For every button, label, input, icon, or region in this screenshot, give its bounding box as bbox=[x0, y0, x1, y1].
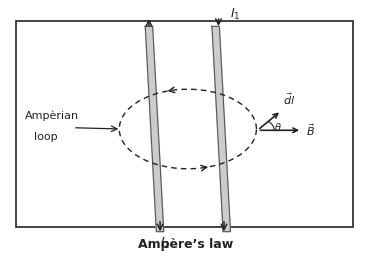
Text: Ampèrian: Ampèrian bbox=[25, 111, 79, 122]
Text: Ampère’s law: Ampère’s law bbox=[138, 238, 234, 251]
Text: loop: loop bbox=[34, 132, 58, 142]
Polygon shape bbox=[212, 26, 231, 232]
FancyBboxPatch shape bbox=[16, 21, 353, 227]
Text: $\vec{dl}$: $\vec{dl}$ bbox=[283, 91, 295, 107]
Text: $\theta$: $\theta$ bbox=[275, 121, 282, 133]
Text: $I_2$: $I_2$ bbox=[160, 236, 170, 251]
Text: $\vec{B}$: $\vec{B}$ bbox=[306, 122, 315, 138]
Polygon shape bbox=[145, 26, 164, 232]
Text: $I_1$: $I_1$ bbox=[231, 7, 241, 22]
